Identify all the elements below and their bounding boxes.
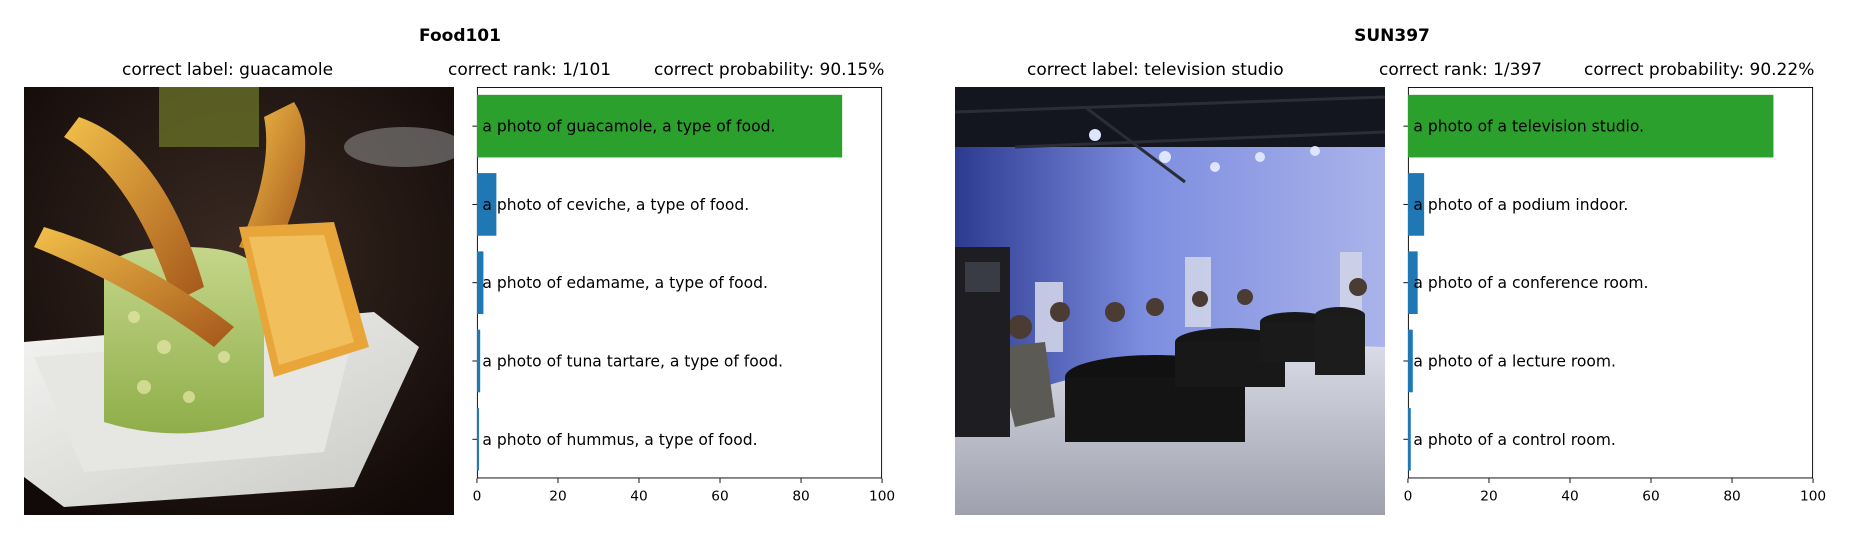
x-tick-label-20: 20 xyxy=(1480,488,1497,504)
x-tick-label-60: 60 xyxy=(1642,488,1659,504)
x-tick-label-40: 40 xyxy=(630,488,647,504)
category-label-5: a photo of a control room. xyxy=(1413,431,1615,449)
sun397-panel: SUN397 correct label: television studio … xyxy=(932,0,1852,555)
image-caption: correct label: guacamole xyxy=(122,60,334,80)
food101-panel: Food101 correct label: guacamole correct… xyxy=(0,0,920,555)
sun397-bar-chart: a photo of a television studio. a photo o… xyxy=(1403,87,1826,504)
bar-3 xyxy=(476,251,484,315)
bar-5 xyxy=(1407,407,1411,471)
category-label-1: a photo of a television studio. xyxy=(1413,118,1644,136)
category-label-1: a photo of guacamole, a type of food. xyxy=(482,118,775,136)
probability-text: correct probability: 90.22% xyxy=(1584,60,1815,80)
category-label-5: a photo of hummus, a type of food. xyxy=(482,431,757,449)
x-tick-label-0: 0 xyxy=(473,488,482,504)
bar-1 xyxy=(1407,94,1774,158)
panel-title: SUN397 xyxy=(1354,26,1430,46)
bar-1 xyxy=(476,94,843,158)
bar-3 xyxy=(1407,251,1418,315)
guacamole-photo xyxy=(24,87,454,515)
bar-2 xyxy=(476,173,497,236)
image-caption: correct label: television studio xyxy=(1027,60,1284,80)
x-tick-label-80: 80 xyxy=(1723,488,1740,504)
x-tick-label-60: 60 xyxy=(711,488,728,504)
bar-5 xyxy=(476,407,479,471)
x-tick-label-0: 0 xyxy=(1404,488,1413,504)
sun397-plot-area: a photo of a television studio. a photo o… xyxy=(1403,87,1826,504)
x-tick-label-40: 40 xyxy=(1561,488,1578,504)
probability-text: correct probability: 90.15% xyxy=(654,60,885,80)
category-label-2: a photo of a podium indoor. xyxy=(1413,196,1628,214)
rank-text: correct rank: 1/101 xyxy=(448,60,612,80)
category-label-4: a photo of tuna tartare, a type of food. xyxy=(482,352,783,370)
x-tick-label-20: 20 xyxy=(549,488,566,504)
rank-text: correct rank: 1/397 xyxy=(1379,60,1543,80)
x-tick-label-100: 100 xyxy=(869,488,895,504)
television-studio-photo xyxy=(955,87,1385,515)
bar-2 xyxy=(1407,173,1425,236)
bar-4 xyxy=(1407,329,1413,393)
x-tick-label-100: 100 xyxy=(1800,488,1826,504)
bar-4 xyxy=(476,329,481,393)
category-label-3: a photo of a conference room. xyxy=(1413,274,1648,292)
category-label-2: a photo of ceviche, a type of food. xyxy=(482,196,749,214)
food101-bar-chart: a photo of guacamole, a type of food. a p… xyxy=(472,87,895,504)
x-tick-label-80: 80 xyxy=(792,488,809,504)
category-label-4: a photo of a lecture room. xyxy=(1413,352,1616,370)
category-label-3: a photo of edamame, a type of food. xyxy=(482,274,768,292)
panel-title: Food101 xyxy=(419,26,501,46)
food101-plot-area: a photo of guacamole, a type of food. a p… xyxy=(472,87,895,504)
